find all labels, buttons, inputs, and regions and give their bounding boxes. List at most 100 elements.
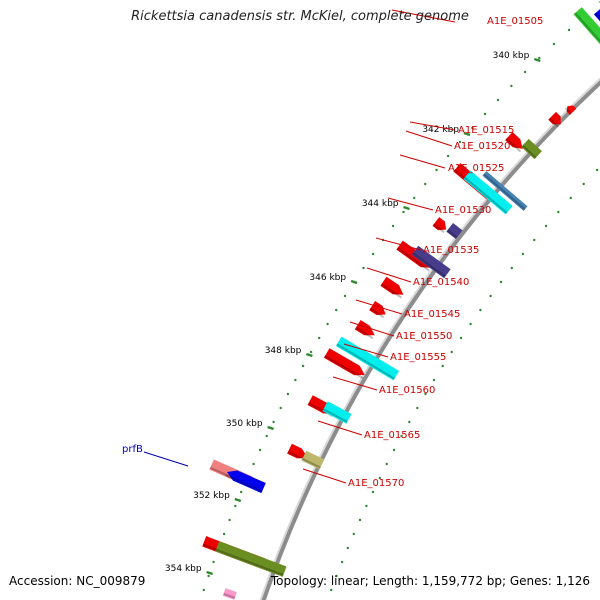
feature-label[interactable]: A1E_01520 — [454, 141, 510, 152]
inner-scale-ring-dot — [552, 42, 556, 46]
label-layer: A1E_01505 A1E_01515 A1E_01520 A1E_01525 A1E_… — [122, 9, 543, 489]
gene-blue-prfb — [225, 470, 266, 494]
outer-scale-ring-dot — [385, 462, 388, 466]
inner-scale-ring-dot — [258, 448, 262, 452]
inner-scale-ring-dot — [301, 364, 305, 368]
cds-top-green — [573, 7, 600, 78]
feature-red-1520-body — [505, 132, 523, 149]
feature-layer — [202, 7, 600, 600]
feature-red-1545-body — [380, 276, 404, 295]
feature-label-leader — [399, 154, 446, 169]
outer-scale-ring-dot — [346, 546, 349, 550]
feature-red-1545-shade — [380, 283, 402, 299]
feature-purple-1535-body — [446, 222, 463, 240]
scale-label: 342 kbp — [422, 125, 459, 135]
inner-scale-ring-dot — [279, 406, 282, 410]
feature-cyan-1560 — [335, 336, 400, 381]
outer-scale-ring-dot — [510, 266, 513, 270]
scale-tick — [533, 57, 541, 63]
scale-tick — [463, 131, 471, 137]
inner-scale-ring-dot — [402, 210, 405, 214]
feature-red-1535 — [432, 217, 447, 234]
feature-cyan-1560-body — [335, 336, 400, 381]
scale-layer: 340 kbp 342 kbp 344 kbp 346 kbp 348 kbp 350 k… — [165, 0, 600, 592]
feature-label-leader — [366, 267, 412, 283]
feature-label[interactable]: A1E_01565 — [364, 430, 420, 441]
feature-label[interactable]: A1E_01515 — [458, 125, 514, 136]
backbone-layer — [259, 77, 600, 600]
inner-scale-ring-dot — [318, 336, 321, 340]
feature-pink-bottom — [222, 588, 237, 600]
gene-label-prfb[interactable]: prfB — [122, 444, 143, 455]
feature-label[interactable]: A1E_01530 — [435, 205, 491, 216]
feature-label[interactable]: A1E_01545 — [404, 309, 460, 320]
feature-pink-bottom-shade — [223, 593, 236, 599]
gene-blue-prfb-shade — [225, 474, 263, 493]
inner-scale-ring-dot — [240, 490, 243, 494]
outer-scale-ring-dot — [469, 322, 472, 326]
feature-olive-bottom-body — [215, 541, 287, 577]
feature-pink-bottom-body — [222, 588, 237, 600]
feature-red-1520 — [505, 132, 523, 153]
feature-label-leader — [375, 237, 422, 251]
outer-scale-ring-dot — [459, 336, 463, 340]
feature-red-1560 — [323, 348, 365, 379]
outer-scale-ring-dot — [582, 182, 585, 186]
outer-scale-ring-dot — [441, 364, 444, 368]
feature-purple-1540 — [411, 245, 451, 279]
inner-scale-ring-dot — [391, 224, 395, 228]
feature-label-leader — [391, 9, 456, 23]
feature-label-leader — [317, 420, 363, 436]
feature-label[interactable]: A1E_01555 — [390, 352, 446, 363]
feature-label[interactable]: A1E_01560 — [379, 385, 435, 396]
feature-red-1570-body — [287, 443, 308, 459]
feature-label-leader — [343, 343, 389, 358]
feature-label[interactable]: A1E_01525 — [448, 163, 504, 174]
genome-backbone — [261, 80, 600, 600]
feature-purple-1540-shade — [412, 252, 446, 278]
outer-scale-ring-dot — [499, 280, 503, 284]
outer-scale-ring-dot — [479, 308, 482, 312]
feature-label-leader — [349, 321, 395, 337]
feature-red-1560-shade — [324, 355, 364, 379]
inner-scale-ring-dot — [228, 518, 231, 522]
feature-label-leader — [387, 197, 434, 211]
inner-scale-ring-dot — [222, 532, 226, 536]
inner-scale-ring-dot — [207, 574, 210, 578]
feature-blue-1530-body — [482, 171, 528, 211]
outer-scale-ring-dot — [400, 434, 403, 438]
feature-cyan-1565 — [322, 401, 352, 424]
outer-scale-ring-dot — [557, 210, 560, 214]
feature-cyan-1565-shade — [322, 408, 348, 423]
feature-label[interactable]: A1E_01550 — [396, 331, 452, 342]
feature-label-leader — [302, 468, 347, 484]
feature-label[interactable]: A1E_01505 — [487, 16, 543, 27]
feature-cyan-1530-shade — [464, 176, 508, 214]
cds-top-green-body — [573, 7, 600, 78]
scale-tick — [234, 497, 242, 503]
inner-scale-ring-dot — [523, 70, 527, 74]
outer-scale-ring-dot — [450, 350, 453, 354]
scale-label: 340 kbp — [493, 51, 530, 61]
inner-scale-ring-dot — [234, 504, 237, 508]
inner-scale-ring-dot — [212, 560, 215, 564]
feature-tiny-red — [564, 105, 577, 116]
outer-scale-ring-dot — [416, 406, 419, 410]
feature-khaki-1570-body — [301, 450, 325, 470]
feature-tiny-red-body — [566, 105, 577, 116]
feature-label[interactable]: A1E_01535 — [423, 245, 479, 256]
feature-label[interactable]: A1E_01540 — [413, 277, 469, 288]
feature-olive-bottom-shade — [215, 548, 284, 576]
feature-label[interactable]: A1E_01570 — [348, 478, 404, 489]
outer-scale-ring-dot — [595, 168, 599, 172]
outer-scale-ring-dot — [358, 518, 362, 522]
outer-scale-ring-dot — [408, 420, 411, 424]
outer-scale-ring-dot — [432, 378, 436, 382]
inner-scale-ring-dot — [309, 350, 313, 354]
feature-label-leader — [355, 299, 403, 315]
feature-red-1540-shade — [396, 247, 430, 272]
scale-tick — [403, 205, 410, 211]
scale-label: 346 kbp — [309, 273, 346, 283]
